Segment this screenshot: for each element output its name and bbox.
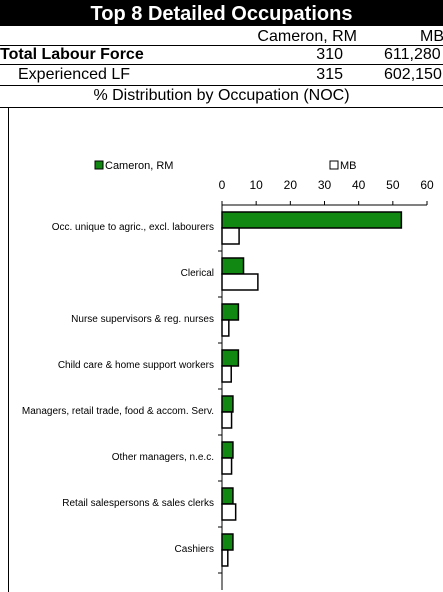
bar (221, 227, 240, 245)
category-label: Child care & home support workers (57, 360, 214, 371)
cell: 310 (316, 46, 343, 63)
bar (221, 457, 233, 475)
bar (221, 395, 234, 413)
category-label: Managers, retail trade, food & accom. Se… (21, 406, 214, 417)
rule (0, 107, 443, 108)
col-header: Cameron, RM (257, 28, 357, 45)
border (8, 107, 9, 592)
legend-label: Cameron, RM (105, 160, 173, 172)
legend-swatch (94, 160, 104, 170)
bar (221, 273, 259, 291)
bar (221, 487, 234, 505)
category-label: Retail salespersons & sales clerks (62, 498, 214, 509)
x-tick-label: 30 (318, 178, 332, 192)
row-label: Total Labour Force (0, 46, 144, 63)
rule (0, 45, 443, 46)
rule (0, 64, 443, 65)
cell: 315 (316, 66, 343, 83)
x-tick-label: 40 (352, 178, 366, 192)
section-title: % Distribution by Occupation (NOC) (93, 87, 350, 104)
rule (0, 85, 443, 86)
x-tick-label: 20 (284, 178, 298, 192)
legend-swatch (329, 160, 339, 170)
category-label: Nurse supervisors & reg. nurses (71, 314, 214, 325)
row-label: Experienced LF (18, 66, 131, 83)
bar (221, 211, 403, 229)
category-label: Clerical (180, 268, 214, 279)
x-tick-label: 10 (249, 178, 263, 192)
category-label: Occ. unique to agric., excl. labourers (51, 222, 214, 233)
x-tick-label: 0 (219, 178, 226, 192)
bar (221, 319, 230, 337)
bar (221, 349, 240, 367)
bar (221, 549, 229, 567)
bar (221, 365, 232, 383)
title: Top 8 Detailed Occupations (90, 3, 353, 25)
category-label: Other managers, n.e.c. (111, 452, 214, 463)
x-tick-label: 50 (386, 178, 400, 192)
bar (221, 257, 245, 275)
col-header: MB (420, 28, 443, 45)
bar (221, 441, 234, 459)
x-tick-label: 60 (420, 178, 434, 192)
cell: 611,280 (384, 46, 441, 63)
cell: 602,150 (384, 66, 442, 83)
bar (221, 411, 233, 429)
bar (221, 503, 237, 521)
category-label: Cashiers (174, 544, 214, 555)
bar (221, 303, 240, 321)
title-bar (0, 0, 443, 26)
legend-label: MB (340, 160, 357, 172)
bar (221, 533, 234, 551)
